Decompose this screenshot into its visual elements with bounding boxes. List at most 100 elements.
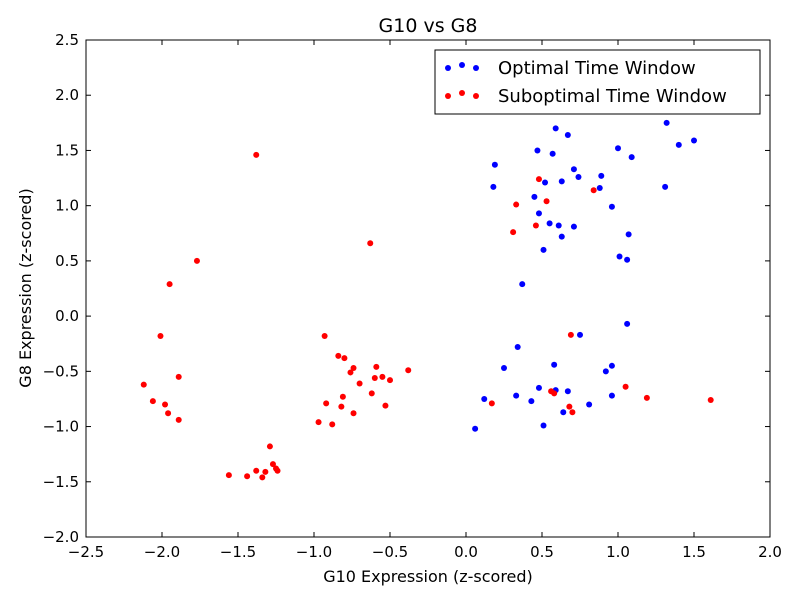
- data-point: [338, 403, 345, 410]
- data-point: [253, 467, 260, 474]
- data-point: [570, 223, 577, 230]
- chart-title: G10 vs G8: [379, 15, 478, 37]
- x-axis-title: G10 Expression (z-scored): [323, 567, 533, 586]
- x-tick-label: 0.0: [454, 543, 478, 561]
- y-tick-label: −2.0: [43, 528, 79, 546]
- data-point: [175, 416, 182, 423]
- data-point: [513, 392, 520, 399]
- y-tick-label: 1.5: [55, 141, 79, 159]
- data-point: [535, 176, 542, 183]
- data-point: [405, 367, 412, 374]
- data-point: [598, 172, 605, 179]
- data-point: [534, 147, 541, 154]
- data-point: [567, 331, 574, 338]
- data-point: [602, 368, 609, 375]
- y-tick-label: 0.0: [55, 307, 79, 325]
- data-point: [514, 344, 521, 351]
- data-point: [624, 320, 631, 327]
- data-point: [347, 369, 354, 376]
- y-tick-label: −1.5: [43, 473, 79, 491]
- data-point: [225, 472, 232, 479]
- y-tick-label: 1.0: [55, 197, 79, 215]
- data-point: [339, 393, 346, 400]
- data-point: [532, 222, 539, 229]
- data-point: [315, 419, 322, 426]
- data-point: [570, 166, 577, 173]
- legend-marker-dot: [445, 65, 451, 71]
- data-point: [608, 392, 615, 399]
- data-point: [350, 410, 357, 417]
- legend-item-suboptimal: Suboptimal Time Window: [445, 86, 727, 107]
- legend-marker-dot: [459, 90, 465, 96]
- y-axis-title: G8 Expression (z-scored): [16, 188, 35, 387]
- data-point: [175, 373, 182, 380]
- data-point: [564, 388, 571, 395]
- data-point: [387, 377, 393, 384]
- data-point: [323, 400, 330, 407]
- data-point: [560, 409, 567, 416]
- data-point: [566, 403, 573, 410]
- data-point: [624, 256, 631, 263]
- data-point: [662, 183, 669, 190]
- data-point: [528, 398, 535, 405]
- data-point: [350, 365, 357, 372]
- data-point: [472, 425, 479, 432]
- legend-marker-dot: [445, 93, 451, 99]
- data-point: [488, 400, 495, 407]
- legend-marker-dot: [473, 93, 479, 99]
- series-0-points: [472, 119, 697, 432]
- data-point: [491, 161, 498, 168]
- data-point: [558, 178, 565, 185]
- data-point: [616, 253, 623, 260]
- data-point: [329, 421, 336, 428]
- data-point: [675, 141, 682, 148]
- data-point: [625, 231, 632, 238]
- legend-label-optimal: Optimal Time Window: [498, 58, 696, 79]
- data-point: [540, 246, 547, 253]
- data-point: [490, 183, 497, 190]
- data-point: [269, 461, 276, 468]
- data-point: [590, 187, 597, 194]
- data-point: [663, 119, 670, 126]
- data-point: [341, 355, 348, 362]
- data-point: [586, 401, 593, 408]
- legend-item-optimal: Optimal Time Window: [445, 58, 696, 79]
- data-point: [193, 257, 200, 264]
- data-point: [546, 220, 553, 227]
- legend: Optimal Time Window Suboptimal Time Wind…: [434, 49, 761, 115]
- x-tick-label: −1.5: [220, 543, 256, 561]
- data-point: [382, 402, 389, 409]
- data-point: [373, 363, 380, 370]
- data-point: [549, 150, 556, 157]
- plot-frame: [85, 39, 771, 538]
- data-point: [543, 198, 550, 205]
- legend-marker-suboptimal: [445, 90, 479, 99]
- data-point: [274, 467, 281, 474]
- data-point: [356, 380, 363, 387]
- data-point: [510, 229, 517, 236]
- data-point: [596, 184, 603, 191]
- data-point: [555, 222, 562, 229]
- data-point: [691, 137, 697, 144]
- data-point: [166, 281, 173, 288]
- y-tick-label: 2.5: [55, 31, 79, 49]
- data-point: [519, 281, 526, 288]
- data-point: [321, 332, 328, 339]
- data-point: [551, 361, 558, 368]
- data-point: [513, 201, 520, 208]
- data-point: [335, 352, 342, 359]
- data-point: [367, 240, 374, 247]
- data-point: [162, 401, 169, 408]
- data-point: [628, 154, 635, 161]
- y-tick-label: −1.0: [43, 418, 79, 436]
- data-point: [379, 373, 386, 380]
- x-tick-label: 1.0: [606, 543, 630, 561]
- data-point: [165, 410, 172, 417]
- data-point: [558, 233, 565, 240]
- legend-marker-optimal: [445, 62, 479, 71]
- data-point: [244, 473, 251, 480]
- y-tick-label: 0.5: [55, 252, 79, 270]
- legend-marker-dot: [459, 62, 465, 68]
